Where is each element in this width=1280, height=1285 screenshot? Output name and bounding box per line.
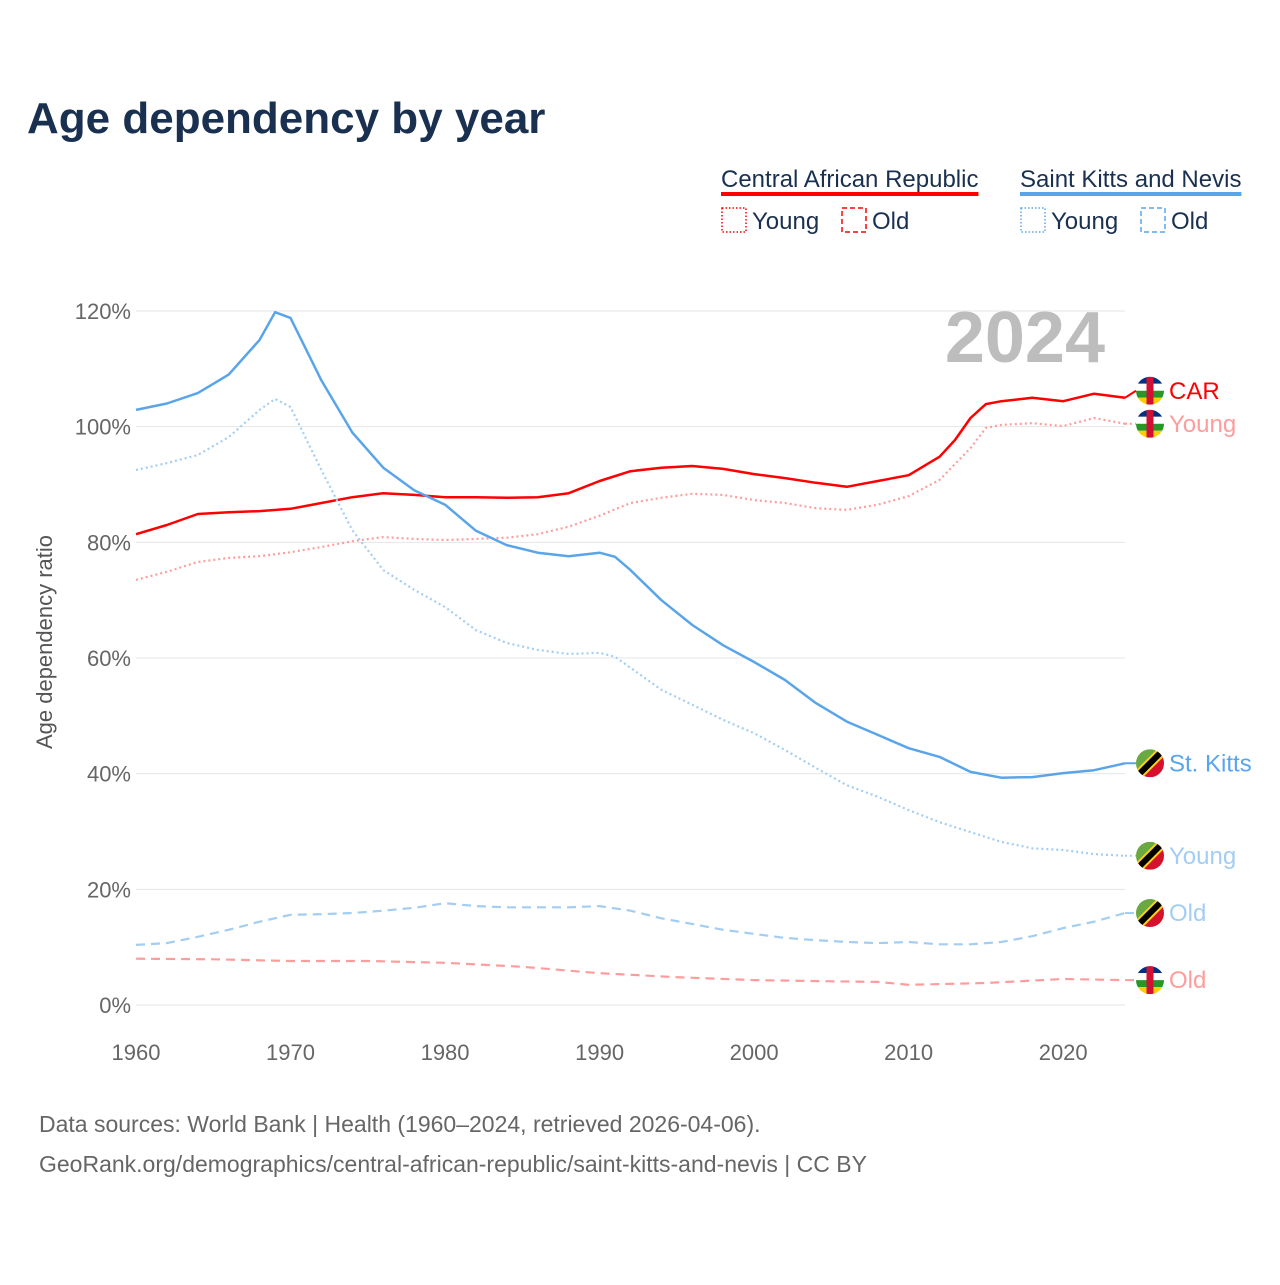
y-tick-label: 40% — [87, 762, 131, 787]
car-flag-icon — [1136, 966, 1164, 995]
footer-link[interactable]: GeoRank.org/demographics/central-african… — [39, 1151, 867, 1177]
series-line-car — [135, 392, 1126, 536]
y-axis-ticks: 0% 20% 40% 60% 80% 100% 120% — [75, 299, 131, 1018]
end-label-car-old: Old — [1125, 966, 1206, 995]
legend-group-central-african-republic[interactable]: Central African Republic Young Old — [721, 166, 979, 235]
legend-item-label: Young — [752, 208, 819, 235]
footer-sources: Data sources: World Bank | Health (1960–… — [39, 1111, 761, 1137]
x-tick-label: 1970 — [266, 1040, 315, 1065]
series-line-car-old — [135, 957, 1126, 986]
dotted-swatch-icon — [721, 207, 747, 233]
y-tick-label: 120% — [75, 299, 131, 324]
end-label-text: Old — [1169, 967, 1206, 994]
legend-item-old[interactable]: Old — [1140, 207, 1208, 235]
dashed-swatch-icon — [841, 207, 867, 233]
series-line-st-kitts-old — [135, 902, 1126, 946]
end-label-car-young: Young — [1125, 409, 1236, 438]
legend-group-saint-kitts-and-nevis[interactable]: Saint Kitts and Nevis Young Old — [1020, 166, 1242, 235]
x-tick-label: 1980 — [421, 1040, 470, 1065]
saint-kitts-flag-icon — [1136, 899, 1164, 928]
legend-item-young[interactable]: Young — [1020, 207, 1118, 235]
x-tick-label: 1960 — [112, 1040, 161, 1065]
year-watermark: 2024 — [945, 298, 1105, 378]
car-flag-icon — [1136, 409, 1164, 438]
x-tick-label: 2020 — [1039, 1040, 1088, 1065]
legend-country[interactable]: Central African Republic — [721, 166, 978, 193]
legend-item-old[interactable]: Old — [841, 207, 909, 235]
y-tick-label: 0% — [99, 993, 131, 1018]
end-label-st-kitts: St. Kitts — [1125, 749, 1252, 778]
end-label-st-kitts-young: Young — [1125, 841, 1236, 870]
chart-title: Age dependency by year — [27, 94, 545, 143]
legend-item-label: Young — [1051, 208, 1118, 235]
x-tick-label: 1990 — [575, 1040, 624, 1065]
end-label-text: CAR — [1169, 378, 1220, 405]
legend-item-young[interactable]: Young — [721, 207, 819, 235]
end-label-text: St. Kitts — [1169, 750, 1252, 777]
series-line-st-kitts — [135, 310, 1126, 779]
y-axis-label: Age dependency ratio — [32, 535, 57, 749]
saint-kitts-flag-icon — [1136, 749, 1164, 778]
x-axis-ticks: 1960 1970 1980 1990 2000 2010 2020 — [112, 1040, 1088, 1065]
end-label-st-kitts-old: Old — [1125, 899, 1206, 928]
car-flag-icon — [1136, 376, 1164, 405]
end-label-text: Young — [1169, 411, 1236, 438]
end-label-text: Young — [1169, 843, 1236, 870]
y-tick-label: 100% — [75, 415, 131, 440]
end-labels: CAR Young Old St. Kitts Young Old — [1124, 376, 1252, 995]
y-tick-label: 60% — [87, 646, 131, 671]
saint-kitts-flag-icon — [1136, 841, 1164, 870]
series-line-car-young — [135, 416, 1126, 581]
dotted-swatch-icon — [1020, 207, 1046, 233]
end-label-text: Old — [1169, 900, 1206, 927]
x-tick-label: 2010 — [884, 1040, 933, 1065]
series-lines — [135, 310, 1126, 986]
gridlines — [136, 310, 1125, 1006]
y-tick-label: 20% — [87, 877, 131, 902]
legend-country[interactable]: Saint Kitts and Nevis — [1020, 166, 1241, 193]
dashed-swatch-icon — [1140, 207, 1166, 233]
series-line-st-kitts-young — [135, 397, 1126, 857]
legend-item-label: Old — [1171, 208, 1208, 235]
end-label-car: CAR — [1124, 376, 1220, 405]
legend-item-label: Old — [872, 208, 909, 235]
x-tick-label: 2000 — [730, 1040, 779, 1065]
y-tick-label: 80% — [87, 530, 131, 555]
